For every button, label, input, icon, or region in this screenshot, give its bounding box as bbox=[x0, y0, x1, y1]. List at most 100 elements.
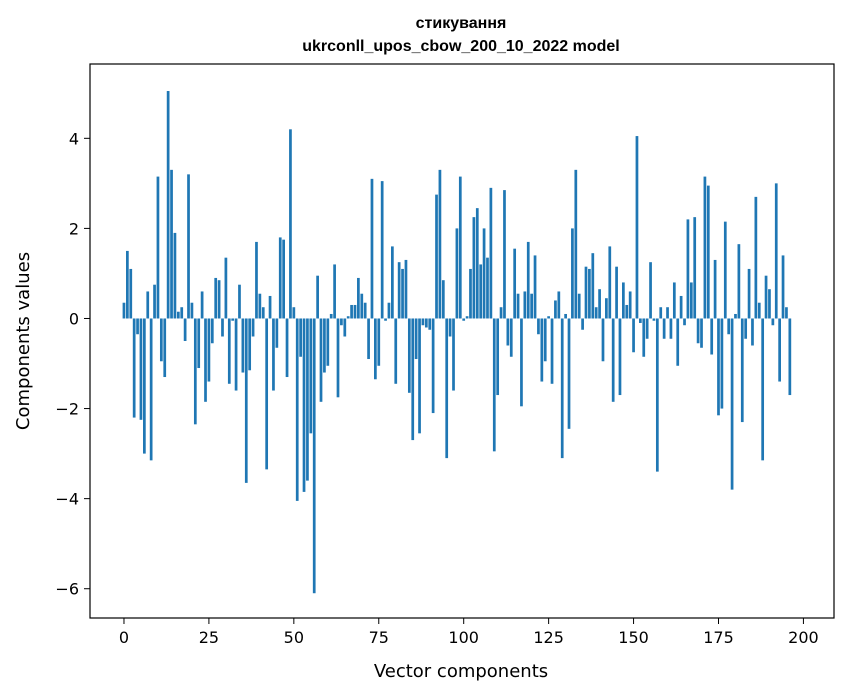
bar bbox=[499, 307, 503, 319]
bar bbox=[193, 318, 197, 425]
bar bbox=[302, 318, 306, 492]
bar bbox=[204, 318, 207, 402]
bar bbox=[537, 318, 540, 335]
bar bbox=[374, 318, 377, 380]
bar bbox=[159, 318, 163, 362]
bar bbox=[720, 318, 724, 409]
bar bbox=[696, 318, 700, 344]
bar bbox=[299, 318, 302, 357]
bar bbox=[411, 318, 415, 441]
bar bbox=[550, 318, 554, 384]
bar bbox=[367, 318, 370, 360]
bar bbox=[173, 232, 177, 319]
bar bbox=[594, 307, 598, 319]
bar bbox=[686, 219, 690, 319]
bar bbox=[377, 318, 381, 366]
bar bbox=[598, 289, 601, 319]
bar bbox=[503, 190, 506, 319]
bar bbox=[625, 304, 629, 319]
y-tick-label: −2 bbox=[55, 400, 79, 419]
bar bbox=[662, 318, 666, 339]
bar bbox=[666, 307, 669, 319]
bar bbox=[401, 268, 404, 319]
bar bbox=[482, 228, 486, 319]
bar bbox=[523, 291, 527, 319]
x-tick-label: 75 bbox=[369, 628, 389, 647]
bar bbox=[278, 237, 282, 319]
bar bbox=[282, 239, 285, 319]
bar bbox=[272, 318, 275, 391]
bar bbox=[166, 91, 170, 319]
bar bbox=[747, 268, 751, 319]
bar bbox=[180, 307, 184, 319]
bar bbox=[774, 183, 778, 319]
bar bbox=[268, 295, 272, 319]
bar bbox=[632, 318, 635, 353]
bar bbox=[306, 318, 309, 481]
bar bbox=[615, 266, 618, 319]
y-axis-label: Components values bbox=[13, 252, 34, 430]
x-tick-label: 125 bbox=[533, 628, 564, 647]
y-tick-label: 4 bbox=[69, 129, 79, 148]
bar bbox=[465, 316, 469, 319]
bar bbox=[384, 318, 387, 321]
bar bbox=[744, 318, 748, 339]
bar bbox=[248, 318, 252, 371]
bar bbox=[469, 268, 472, 319]
bar bbox=[357, 277, 360, 319]
bar bbox=[740, 318, 744, 423]
bar bbox=[526, 241, 530, 319]
bar bbox=[683, 318, 686, 326]
bar bbox=[312, 318, 316, 594]
bar bbox=[445, 318, 449, 459]
bar bbox=[136, 318, 139, 335]
bar bbox=[462, 318, 466, 321]
bar bbox=[486, 257, 489, 319]
bar bbox=[207, 318, 211, 382]
bar bbox=[363, 302, 367, 319]
bar bbox=[557, 291, 561, 319]
bar bbox=[350, 304, 353, 319]
x-tick-label: 25 bbox=[199, 628, 219, 647]
bar bbox=[710, 318, 714, 355]
bar bbox=[391, 246, 394, 319]
bar bbox=[605, 298, 608, 319]
bar bbox=[346, 316, 350, 319]
bar bbox=[132, 318, 136, 418]
x-axis-ticks: 0 25 50 75 100 125 150 175 200 bbox=[119, 618, 819, 647]
bar bbox=[241, 318, 245, 373]
bar bbox=[394, 318, 398, 384]
bar bbox=[672, 282, 676, 319]
x-tick-label: 175 bbox=[703, 628, 734, 647]
bar bbox=[588, 268, 591, 319]
bar bbox=[329, 313, 333, 319]
chart-subtitle: ukrconll_upos_cbow_200_10_2022 model bbox=[302, 38, 619, 55]
x-tick-label: 100 bbox=[448, 628, 479, 647]
bar bbox=[441, 280, 445, 319]
bar bbox=[577, 293, 581, 319]
bar bbox=[761, 318, 765, 461]
bar bbox=[126, 250, 129, 319]
bar bbox=[183, 318, 187, 341]
bar bbox=[737, 244, 741, 319]
bar bbox=[326, 318, 330, 366]
bar bbox=[516, 293, 520, 319]
bar bbox=[734, 313, 737, 319]
bar bbox=[513, 248, 517, 319]
bar bbox=[564, 313, 567, 319]
bar bbox=[414, 318, 418, 360]
bar bbox=[655, 318, 659, 472]
bar bbox=[581, 318, 584, 330]
bar bbox=[571, 228, 574, 319]
bar bbox=[435, 194, 438, 319]
x-axis-label: Vector components bbox=[374, 661, 548, 682]
x-tick-label: 150 bbox=[618, 628, 649, 647]
bar bbox=[727, 318, 731, 335]
bar bbox=[217, 280, 221, 319]
bar bbox=[768, 289, 771, 319]
bar bbox=[533, 255, 537, 319]
bar bbox=[574, 169, 578, 319]
bar bbox=[428, 318, 432, 330]
y-tick-label: 0 bbox=[69, 309, 79, 328]
bar bbox=[187, 174, 190, 319]
